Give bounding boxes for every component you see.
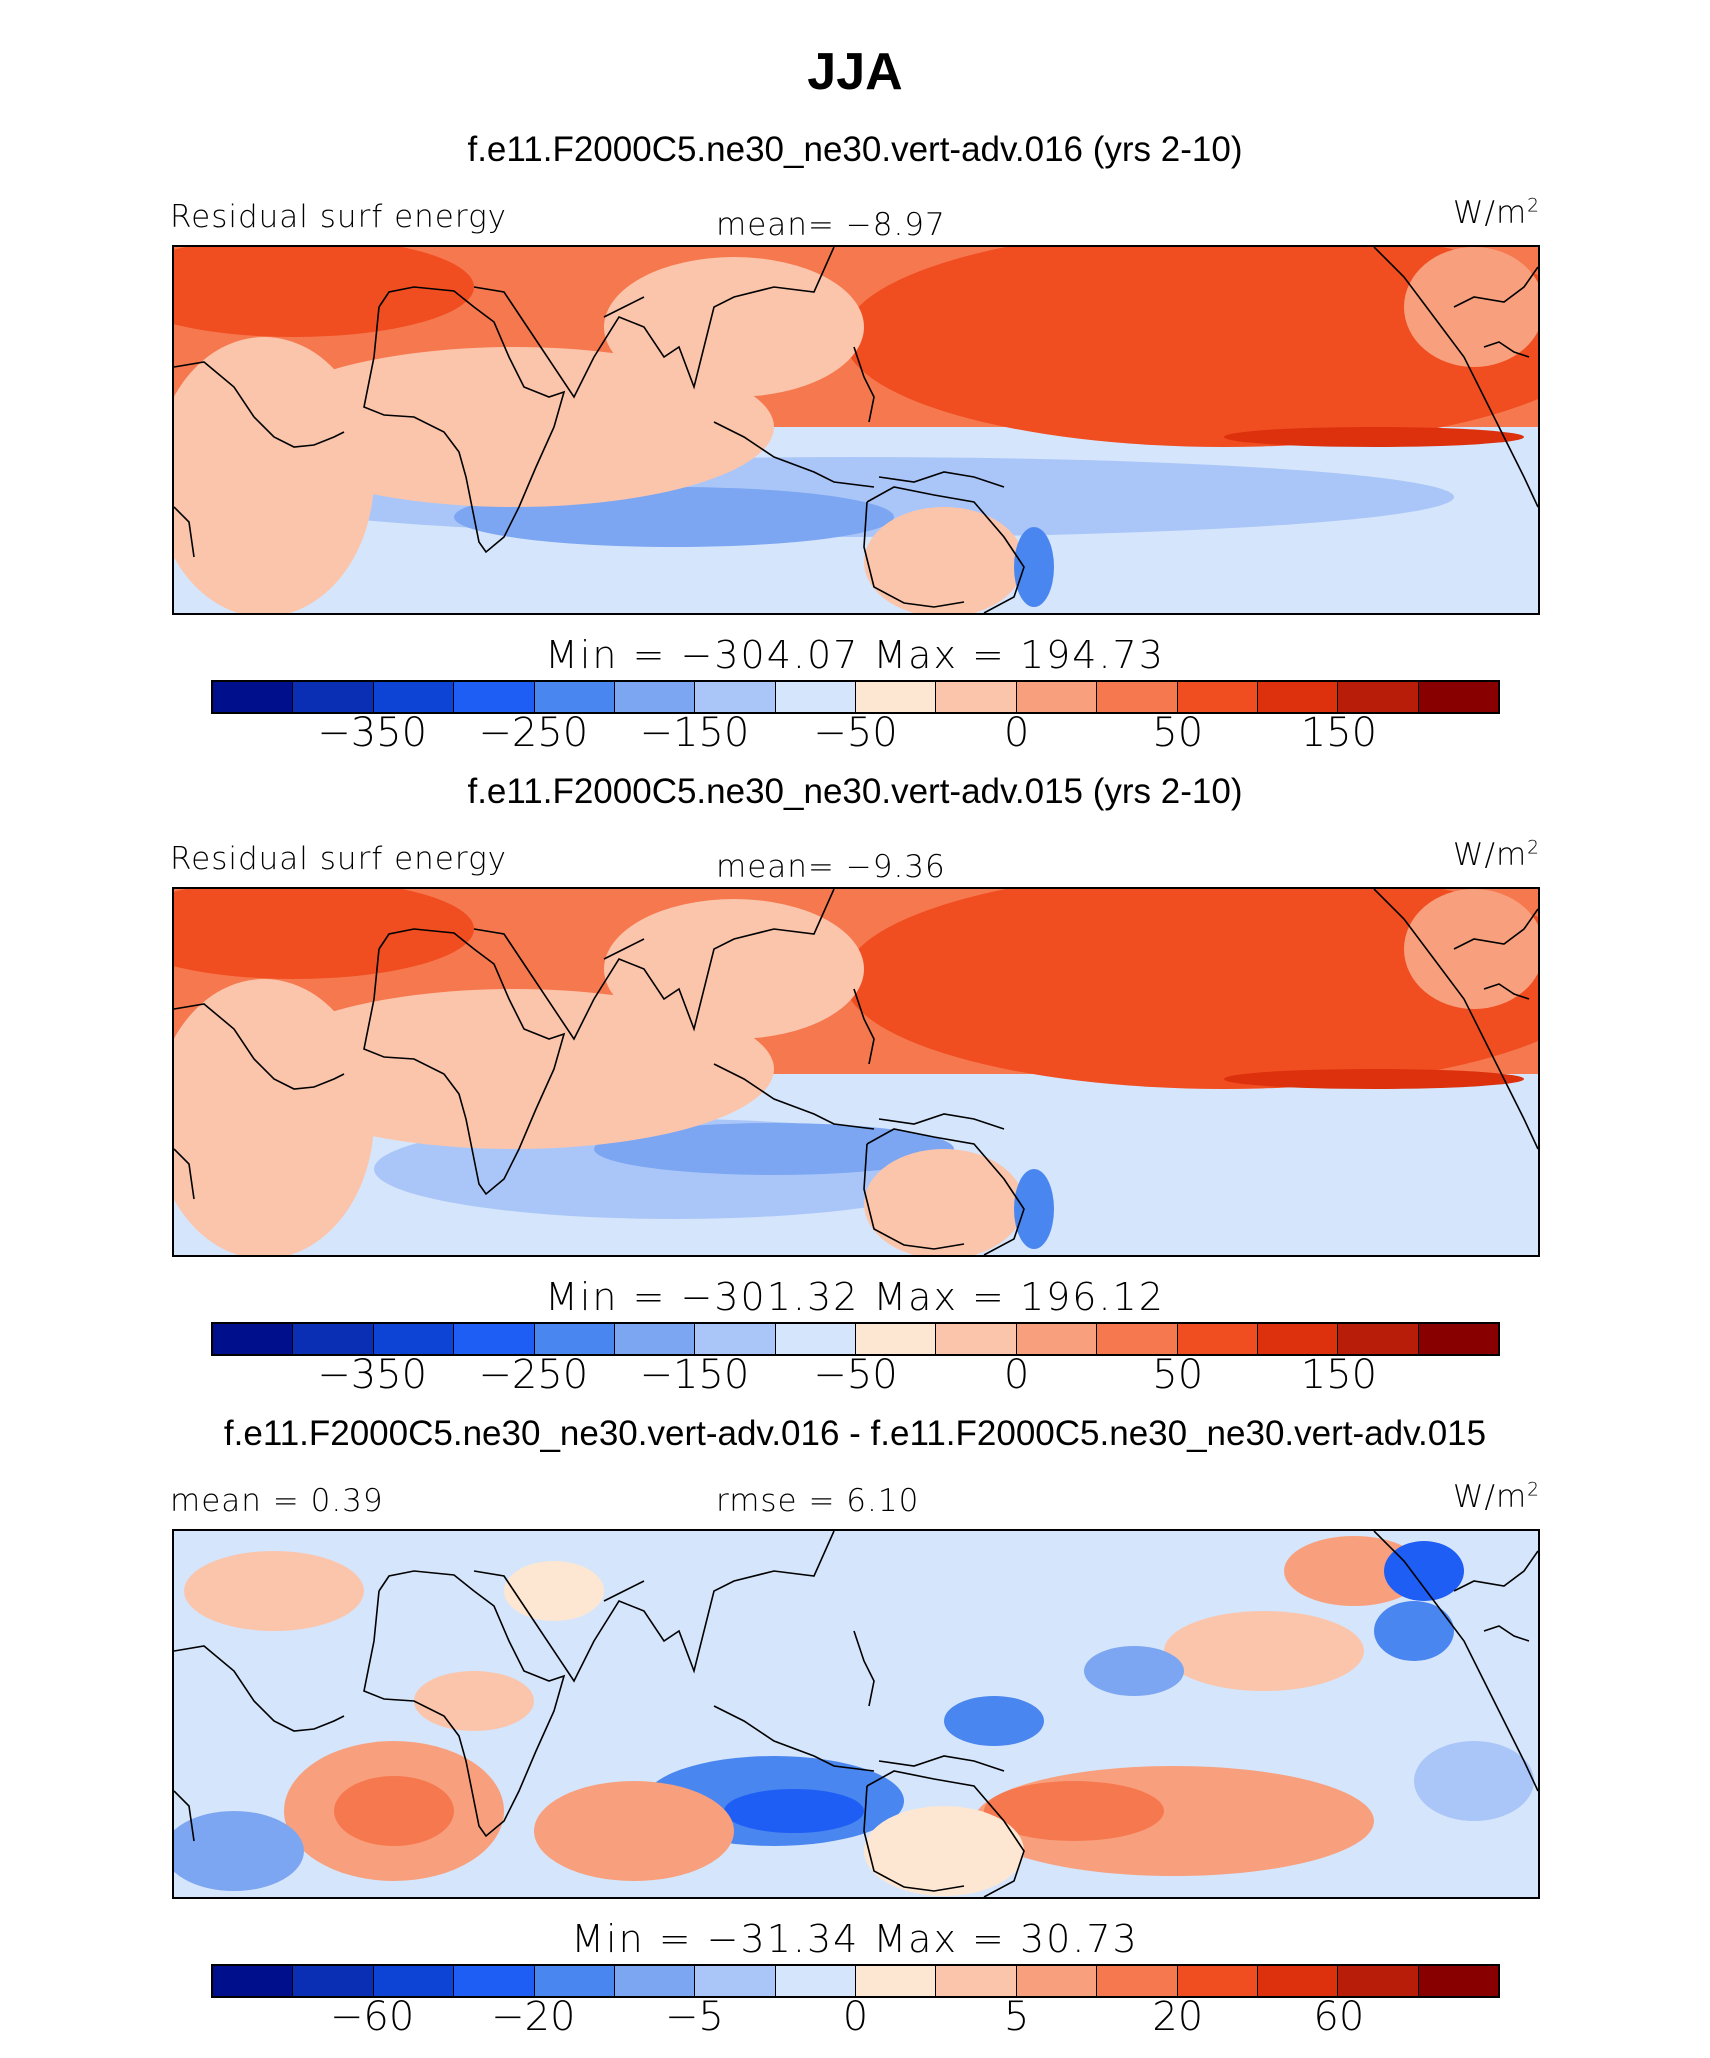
colorbar-swatch: [373, 1324, 455, 1354]
panel-2-units: W/m2: [1452, 837, 1540, 873]
colorbar-swatch: [534, 1324, 615, 1354]
colorbar-swatch: [1338, 682, 1419, 712]
colorbar-swatch: [775, 682, 856, 712]
colorbar-swatch: [936, 1966, 1017, 1996]
colorbar-swatch: [1257, 1324, 1339, 1354]
panel-1-title: f.e11.F2000C5.ne30_ne30.vert-adv.016 (yr…: [467, 130, 1243, 169]
panel-2-colorbar: [211, 1322, 1500, 1356]
colorbar-tick-label: 50: [1152, 1352, 1204, 1398]
colorbar-swatch: [856, 1966, 937, 1996]
panel-1-units: W/m2: [1452, 195, 1540, 231]
colorbar-tick-label: −50: [813, 710, 898, 756]
colorbar-swatch: [856, 1324, 937, 1354]
colorbar-tick-label: −350: [317, 1352, 428, 1398]
panel-3-colorbar: [211, 1964, 1500, 1998]
panel-1-mean-label: mean= −8.97: [716, 207, 946, 243]
colorbar-swatch: [695, 1966, 776, 1996]
panel-3-units: W/m2: [1452, 1479, 1540, 1515]
colorbar-swatch: [373, 1966, 455, 1996]
colorbar-swatch: [775, 1324, 856, 1354]
colorbar-swatch: [1016, 1966, 1098, 1996]
colorbar-swatch: [856, 682, 937, 712]
colorbar-swatch: [1177, 1324, 1258, 1354]
colorbar-swatch: [373, 682, 455, 712]
colorbar-tick-label: −50: [813, 1352, 898, 1398]
panel-2-map: [172, 887, 1540, 1257]
panel-2-title: f.e11.F2000C5.ne30_ne30.vert-adv.015 (yr…: [467, 772, 1243, 811]
panel-1-colorbar: [211, 680, 1500, 714]
colorbar-swatch: [1097, 682, 1178, 712]
colorbar-swatch: [1338, 1324, 1419, 1354]
colorbar-swatch: [936, 1324, 1017, 1354]
colorbar-swatch: [695, 1324, 776, 1354]
colorbar-swatch: [614, 1324, 696, 1354]
colorbar-swatch: [1097, 1324, 1178, 1354]
colorbar-swatch: [213, 682, 294, 712]
colorbar-swatch: [1257, 1966, 1339, 1996]
colorbar-swatch: [695, 682, 776, 712]
colorbar-swatch: [614, 1966, 696, 1996]
colorbar-swatch: [454, 1966, 535, 1996]
panel-2-stats: Min = −301.32 Max = 196.12: [545, 1275, 1165, 1319]
colorbar-tick-label: −20: [491, 1994, 576, 2040]
colorbar-swatch: [1418, 1966, 1498, 1996]
colorbar-swatch: [534, 682, 615, 712]
colorbar-swatch: [293, 682, 374, 712]
colorbar-tick-label: −250: [478, 1352, 589, 1398]
colorbar-tick-label: 50: [1152, 710, 1204, 756]
colorbar-swatch: [454, 682, 535, 712]
colorbar-tick-label: −5: [664, 1994, 724, 2040]
colorbar-swatch: [1418, 1324, 1498, 1354]
colorbar-tick-label: 5: [1003, 1994, 1030, 2040]
colorbar-tick-label: 20: [1152, 1994, 1204, 2040]
panel-3-rmse-label: rmse = 6.10: [716, 1483, 920, 1519]
colorbar-swatch: [1177, 1966, 1258, 1996]
colorbar-swatch: [213, 1324, 294, 1354]
colorbar-tick-label: −60: [329, 1994, 415, 2040]
colorbar-swatch: [293, 1324, 374, 1354]
colorbar-swatch: [534, 1966, 615, 1996]
panel-3-stats: Min = −31.34 Max = 30.73: [571, 1917, 1139, 1961]
colorbar-swatch: [936, 682, 1017, 712]
figure-title: JJA: [807, 43, 903, 101]
colorbar-swatch: [1016, 1324, 1098, 1354]
panel-2-left-label: Residual surf energy: [170, 841, 508, 877]
colorbar-tick-label: 0: [1003, 710, 1030, 756]
colorbar-tick-label: −150: [639, 1352, 750, 1398]
colorbar-swatch: [454, 1324, 535, 1354]
colorbar-swatch: [1257, 682, 1339, 712]
colorbar-tick-label: 150: [1300, 1352, 1378, 1398]
colorbar-tick-label: −350: [317, 710, 428, 756]
panel-1-map: [172, 245, 1540, 615]
colorbar-tick-label: −150: [639, 710, 750, 756]
panel-1-left-label: Residual surf energy: [170, 199, 508, 235]
colorbar-swatch: [1177, 682, 1258, 712]
colorbar-swatch: [1016, 682, 1098, 712]
panel-1-stats: Min = −304.07 Max = 194.73: [545, 633, 1165, 677]
colorbar-swatch: [775, 1966, 856, 1996]
colorbar-tick-label: 150: [1300, 710, 1378, 756]
panel-2-mean-label: mean= −9.36: [716, 849, 946, 885]
colorbar-tick-label: 0: [1003, 1352, 1030, 1398]
panel-3-title: f.e11.F2000C5.ne30_ne30.vert-adv.016 - f…: [223, 1414, 1487, 1453]
colorbar-tick-label: −250: [478, 710, 589, 756]
panel-3-map: [172, 1529, 1540, 1899]
colorbar-swatch: [1097, 1966, 1178, 1996]
colorbar-swatch: [213, 1966, 294, 1996]
colorbar-swatch: [293, 1966, 374, 1996]
colorbar-tick-label: 60: [1313, 1994, 1365, 2040]
colorbar-swatch: [1338, 1966, 1419, 1996]
panel-3-mean-label: mean = 0.39: [170, 1483, 384, 1519]
colorbar-tick-label: 0: [842, 1994, 869, 2040]
colorbar-swatch: [614, 682, 696, 712]
colorbar-swatch: [1418, 682, 1498, 712]
